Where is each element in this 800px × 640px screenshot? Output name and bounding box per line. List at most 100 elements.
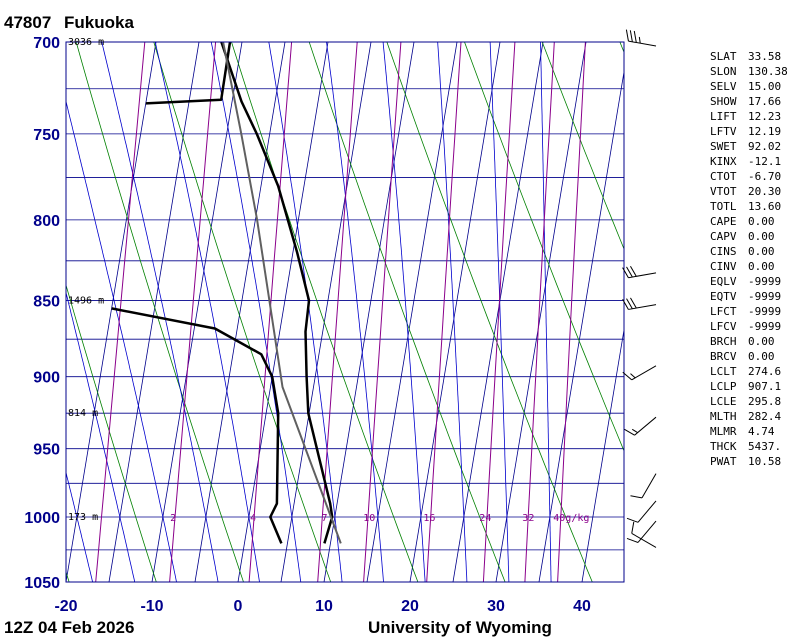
- barb-staff: [631, 532, 657, 548]
- isotherm-line: [66, 42, 157, 582]
- index-value: 907.1: [748, 380, 782, 393]
- footer-source: University of Wyoming: [368, 618, 552, 637]
- barb-staff: [641, 473, 657, 499]
- index-value: 0.00: [748, 350, 775, 363]
- diagram-labels: 700 750 800 850 900 950 1000 1050 -20 -10 0 10 20 30 4…: [24, 35, 591, 615]
- index-key: SWET: [710, 140, 737, 153]
- barb-flag: [630, 265, 637, 277]
- wind-barbs: [622, 29, 657, 548]
- barb-flag: [630, 495, 643, 499]
- dry-adiabat: [231, 42, 419, 582]
- mixing-ratio-label: 32: [522, 513, 534, 524]
- dry-adiabat: [66, 570, 70, 582]
- dewpoint-curve: [111, 307, 283, 544]
- height-label: 814 m: [68, 408, 98, 419]
- wind-barb: [631, 521, 657, 548]
- mixing-ratio-label: 10: [363, 513, 375, 524]
- index-value: 10.58: [748, 455, 782, 468]
- moist-adiabat: [101, 42, 219, 582]
- index-key: SELV: [710, 80, 737, 93]
- height-label: 173 m: [68, 512, 98, 523]
- index-value: 130.38: [748, 65, 788, 78]
- barb-flag: [626, 517, 639, 523]
- footer-time: 12Z 04 Feb 2026: [4, 618, 134, 637]
- barb-half-flag: [630, 373, 636, 379]
- index-value: 12.19: [748, 125, 782, 138]
- station-id: 47807: [4, 13, 51, 32]
- wind-barb: [625, 29, 657, 47]
- index-row: MLMR 4.74: [710, 424, 788, 439]
- isotherm-line: [151, 42, 243, 582]
- mixing-ratio-line: [248, 42, 293, 582]
- index-key: EQLV: [710, 275, 737, 288]
- barb-flag: [622, 267, 629, 278]
- index-key: LCLE: [710, 395, 737, 408]
- wind-barb: [626, 500, 657, 523]
- dry-adiabat: [66, 283, 157, 582]
- dry-adiabat: [541, 42, 624, 251]
- index-key: LIFT: [710, 110, 737, 123]
- mixing-ratio-line: [524, 42, 555, 582]
- wind-barb: [622, 365, 657, 381]
- index-row: CAPV 0.00: [710, 229, 788, 244]
- index-row: BRCV 0.00: [710, 349, 788, 364]
- index-row: BRCH 0.00: [710, 334, 788, 349]
- index-value: 282.4: [748, 410, 782, 423]
- moist-adiabat: [437, 42, 468, 582]
- mixing-ratio-label: 2: [170, 513, 176, 524]
- y-tick-label: 1000: [24, 510, 60, 527]
- index-key: KINX: [710, 155, 737, 168]
- index-row: LCLT 274.6: [710, 364, 788, 379]
- barb-flag: [633, 30, 637, 43]
- moist-adiabat: [382, 42, 426, 582]
- index-row: LFTV 12.19: [710, 124, 788, 139]
- moist-adiabat: [66, 291, 136, 582]
- mixing-ratio-line: [482, 42, 516, 582]
- index-key: CINV: [710, 260, 737, 273]
- index-value: -6.70: [748, 170, 782, 183]
- barb-half-flag: [638, 36, 641, 44]
- x-tick-label: 0: [234, 598, 243, 615]
- mixing-ratio-label: 4: [250, 513, 256, 524]
- isotherm-line: [323, 42, 415, 582]
- y-tick-label: 700: [33, 35, 60, 52]
- barb-staff: [637, 520, 657, 543]
- index-key: LFTV: [710, 125, 737, 138]
- dry-adiabat: [308, 42, 506, 582]
- isotherm-line: [625, 42, 715, 582]
- index-row: MLTH 282.4: [710, 409, 788, 424]
- mixing-ratio-line: [557, 42, 586, 582]
- height-label: 1496 m: [68, 296, 104, 307]
- barb-half-flag: [631, 428, 638, 434]
- index-value: 17.66: [748, 95, 782, 108]
- barb-staff: [628, 40, 657, 47]
- x-tick-label: 40: [573, 598, 591, 615]
- index-row: LFCV -9999: [710, 319, 788, 334]
- barb-flag: [631, 521, 635, 534]
- x-tick-label: -10: [140, 598, 163, 615]
- index-row: LIFT 12.23: [710, 109, 788, 124]
- index-value: 15.00: [748, 80, 782, 93]
- mixing-ratio-line: [6, 42, 59, 582]
- dry-adiabat: [153, 42, 332, 582]
- moist-adiabat: [268, 42, 343, 582]
- index-row: LCLP 907.1: [710, 379, 788, 394]
- index-key: THCK: [710, 440, 737, 453]
- index-row: CINS 0.00: [710, 244, 788, 259]
- mixing-ratio-label: 40g/kg: [553, 513, 589, 524]
- mixing-ratio-line: [363, 42, 402, 582]
- index-key: EQTV: [710, 290, 737, 303]
- barb-staff: [628, 272, 657, 279]
- index-row: CTOT -6.70: [710, 169, 788, 184]
- index-row: VTOT 20.30: [710, 184, 788, 199]
- index-row: LFCT -9999: [710, 304, 788, 319]
- index-value: -9999: [748, 290, 782, 303]
- index-value: -9999: [748, 275, 782, 288]
- barb-staff: [628, 304, 657, 310]
- index-row: EQTV -9999: [710, 289, 788, 304]
- dry-adiabat: [464, 42, 624, 452]
- index-row: SHOW 17.66: [710, 94, 788, 109]
- barb-flag: [625, 29, 629, 42]
- index-key: SLON: [710, 65, 737, 78]
- index-key: SLAT: [710, 50, 737, 63]
